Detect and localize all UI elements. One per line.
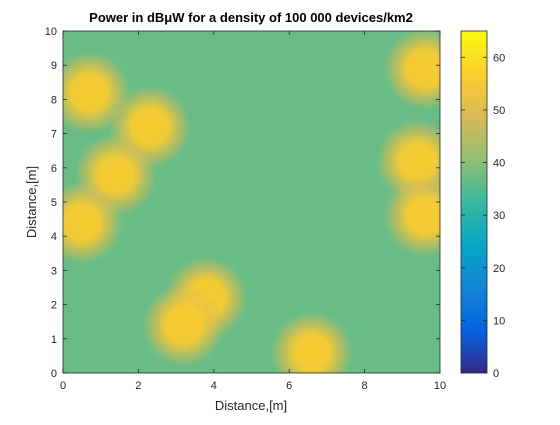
colorbar-tick-label: 20 xyxy=(493,263,505,275)
colorbar-tick-label: 10 xyxy=(493,315,505,327)
colorbar: 0 10 20 30 40 50 60 xyxy=(460,30,505,380)
y-tick-label: 5 xyxy=(51,197,57,209)
x-tick-label: 10 xyxy=(434,380,446,392)
colorbar-tick-label: 50 xyxy=(493,105,505,117)
y-tick-label: 10 xyxy=(45,26,57,38)
x-tick-label: 6 xyxy=(286,380,292,392)
colorbar-scale xyxy=(461,31,487,373)
plot-area: 0 2 4 6 8 10 0 1 2 3 4 5 6 7 8 9 10 xyxy=(45,26,446,392)
x-axis-label: Distance,[m] xyxy=(215,398,287,413)
x-tick-label: 4 xyxy=(211,380,217,392)
y-tick-label: 4 xyxy=(51,231,57,243)
device-hotspot xyxy=(384,174,440,257)
x-tick-label: 0 xyxy=(60,380,66,392)
device-hotspot xyxy=(270,311,353,373)
y-tick-label: 3 xyxy=(51,265,57,277)
y-tick-label: 0 xyxy=(51,368,57,380)
y-tick-label: 2 xyxy=(51,300,57,312)
y-tick-label: 8 xyxy=(51,94,57,106)
colorbar-tick-label: 60 xyxy=(493,52,505,64)
colorbar-tick-label: 0 xyxy=(493,368,499,380)
device-hotspot xyxy=(142,284,225,367)
chart-title: Power in dBμW for a density of 100 000 d… xyxy=(89,10,413,25)
device-hotspot xyxy=(63,181,123,264)
device-hotspot xyxy=(384,31,440,110)
y-tick-label: 9 xyxy=(51,60,57,72)
x-tick-label: 8 xyxy=(362,380,368,392)
x-tick-label: 2 xyxy=(135,380,141,392)
y-axis-label: Distance,[m] xyxy=(24,166,39,238)
y-tick-label: 1 xyxy=(51,334,57,346)
colorbar-tick-label: 30 xyxy=(493,210,505,222)
y-tick-label: 7 xyxy=(51,129,57,141)
y-tick-label: 6 xyxy=(51,163,57,175)
colorbar-tick-label: 40 xyxy=(493,158,505,170)
colorbar-frame xyxy=(460,30,488,374)
